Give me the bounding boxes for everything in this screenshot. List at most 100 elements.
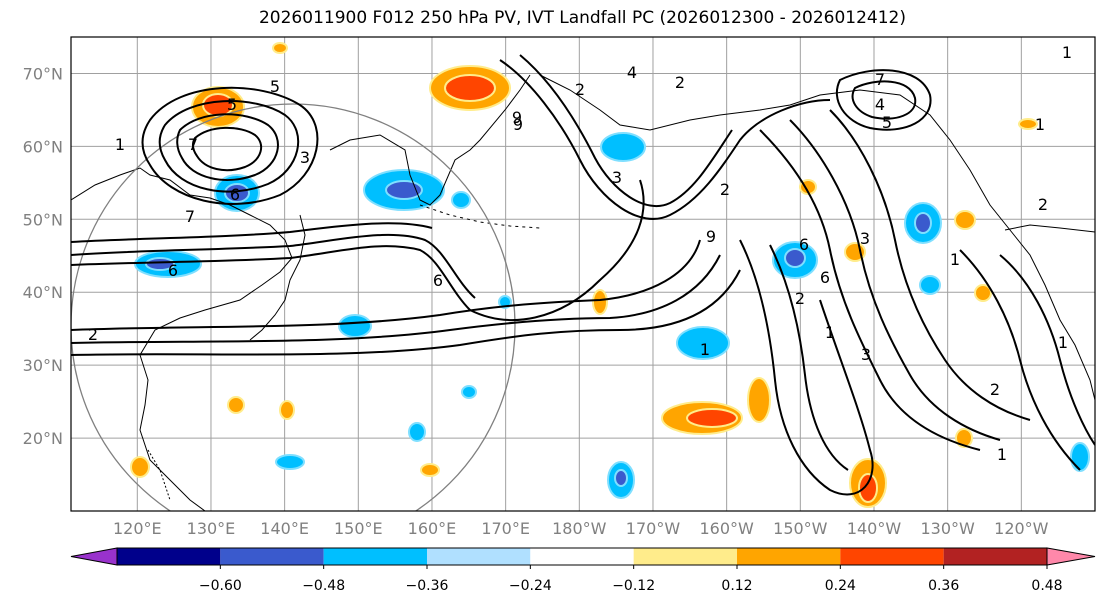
colorbar-tick-label: 0.48	[1031, 578, 1062, 594]
ivt-pc-blob	[954, 210, 976, 230]
ivt-pc-blob	[600, 132, 646, 162]
contour-label: 2	[990, 380, 1000, 399]
ivt-pc-fills	[130, 42, 1090, 508]
contour-label: 3	[861, 345, 871, 364]
colorbar-segment	[220, 548, 324, 565]
lon-tick-label: 120°E	[113, 519, 162, 538]
coastline-alaska	[539, 74, 1095, 401]
map-frame	[70, 36, 1096, 512]
longitude-labels: 120°E 130°E 140°E 150°E 160°E 170°E 180°W 170°W…	[113, 519, 1049, 538]
ivt-pc-blob	[279, 400, 295, 420]
contour-label: 3	[860, 229, 870, 248]
colorbar-tick-label: −0.60	[199, 578, 242, 594]
lon-tick-label: 170°W	[626, 519, 681, 538]
contour-low-west-2	[158, 100, 300, 193]
contour-jet-south-2	[71, 254, 721, 344]
ivt-pc-blob	[451, 191, 471, 209]
ivt-pc-blob	[974, 284, 992, 302]
ivt-pc-blob	[858, 473, 878, 503]
ivt-pc-blob	[686, 408, 738, 428]
contour-label: 6	[433, 271, 443, 290]
ivt-pc-blob	[592, 289, 608, 315]
contour-gulf-low-2	[851, 80, 917, 120]
contour-label: 2	[675, 73, 685, 92]
contour-label: 1	[950, 250, 960, 269]
lon-tick-label: 140°E	[260, 519, 309, 538]
coastlines	[71, 74, 1095, 511]
contour-label: 7	[185, 207, 195, 226]
colorbar-segment	[427, 548, 531, 565]
lat-tick-label: 20°N	[23, 429, 63, 448]
graticule	[71, 37, 1095, 511]
contour-gulf-low-1	[835, 69, 932, 131]
contour-label: 1	[115, 135, 125, 154]
lon-tick-label: 150°E	[334, 519, 383, 538]
ivt-pc-blob	[784, 248, 806, 268]
contour-label: 3	[300, 148, 310, 167]
contour-label: 4	[875, 95, 885, 114]
colorbar-tick-label: 0.12	[721, 578, 752, 594]
colorbar-segment	[943, 548, 1047, 565]
coastline-philippines	[147, 449, 171, 501]
ivt-pc-blob	[498, 295, 512, 309]
contour-low-west-4	[191, 126, 263, 172]
ivt-pc-blob	[461, 385, 477, 399]
coastline-asia	[71, 167, 293, 511]
colorbar-segment	[840, 548, 944, 565]
contour-label: 2	[720, 180, 730, 199]
contour-low-west-1	[141, 86, 319, 205]
contour-label: 5	[882, 113, 892, 132]
lon-tick-label: 130°W	[920, 519, 975, 538]
colorbar-tick-label: 0.24	[825, 578, 856, 594]
contour-label: 9	[706, 227, 716, 246]
lon-tick-label: 150°W	[773, 519, 828, 538]
coastline-aleutians	[419, 204, 541, 229]
contour-ridge-east-2	[789, 119, 1001, 441]
lat-tick-label: 70°N	[23, 64, 63, 83]
contour-label: 2	[575, 80, 585, 99]
lat-tick-label: 40°N	[23, 283, 63, 302]
contour-label: 5	[227, 95, 237, 114]
contour-label: 7	[188, 135, 198, 154]
lon-tick-label: 130°E	[187, 519, 236, 538]
contour-north-trough-2	[519, 54, 733, 208]
ivt-pc-blob	[408, 422, 426, 442]
contour-label: 4	[627, 63, 637, 82]
coastline-kamchatka	[329, 74, 531, 206]
ivt-pc-blob	[1018, 118, 1038, 130]
coastline-west-canada	[1004, 224, 1095, 233]
colorbar-segment	[633, 548, 737, 565]
ivt-pc-blob	[614, 469, 628, 487]
colorbar-tick-label: −0.24	[509, 578, 552, 594]
lon-tick-label: 180°W	[552, 519, 607, 538]
contour-label: 1	[997, 445, 1007, 464]
ivt-pc-blob	[914, 212, 932, 234]
ivt-pc-blob	[444, 74, 496, 102]
chart-title: 2026011900 F012 250 hPa PV, IVT Landfall…	[258, 8, 906, 28]
ivt-pc-blob	[676, 326, 730, 360]
contour-north-trough-1	[499, 59, 831, 220]
contour-trough-south-2	[769, 244, 849, 471]
colorbar-tick-label: −0.48	[302, 578, 345, 594]
lon-tick-label: 160°E	[408, 519, 457, 538]
ivt-pc-blob	[272, 42, 288, 54]
contour-ridge-east-3	[829, 109, 1031, 421]
contour-label: 1	[700, 340, 710, 359]
colorbar-extend-low	[70, 547, 118, 566]
contour-label: 1	[825, 323, 835, 342]
contour-jet-south-1	[71, 269, 741, 356]
colorbar-segment	[117, 548, 221, 565]
lon-tick-label: 120°W	[994, 519, 1049, 538]
ivt-pc-blob	[919, 275, 941, 295]
contour-label: 2	[1038, 195, 1048, 214]
lon-tick-label: 170°E	[481, 519, 530, 538]
colorbar-segment	[323, 548, 427, 565]
pc-domain-circle	[71, 103, 516, 511]
contour-jet-north-2	[71, 233, 476, 299]
colorbar-tick-label: −0.36	[406, 578, 449, 594]
colorbar-segment	[530, 548, 634, 565]
contour-jet-north-3	[71, 222, 433, 243]
ivt-pc-blob	[227, 396, 245, 414]
